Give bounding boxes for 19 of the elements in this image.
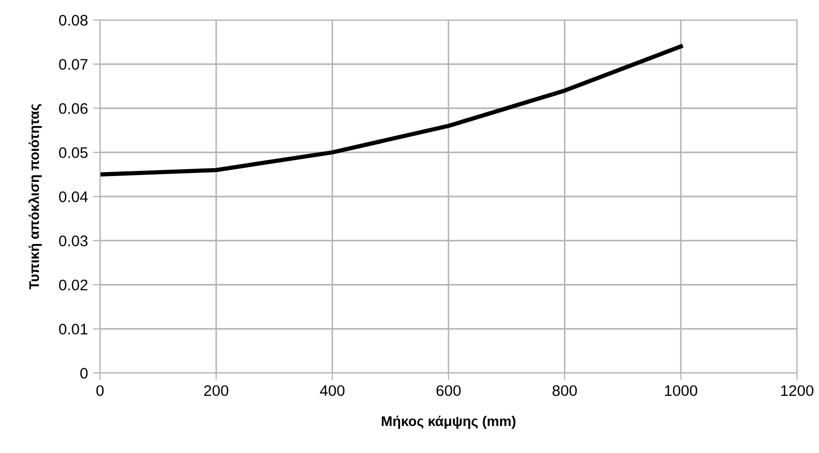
y-tick-label: 0.07: [59, 58, 88, 70]
y-tick-label: 0.08: [59, 14, 88, 26]
y-tick-label: 0.05: [59, 147, 88, 158]
x-axis-title: Μήκος κάμψης (mm): [382, 416, 516, 429]
x-tick-label: 0: [96, 385, 104, 396]
y-tick-label: 0.01: [59, 324, 88, 335]
x-tick-label: 400: [320, 385, 344, 396]
y-tick-label: 0.02: [59, 280, 88, 290]
x-tick-label: 200: [204, 385, 228, 396]
y-tick-label: 0.06: [59, 103, 88, 114]
x-tick-label: 1000: [665, 385, 698, 396]
y-tick-label: 0.03: [59, 235, 88, 246]
line-series: [100, 44, 683, 177]
x-tick-label: 1200: [781, 385, 814, 396]
y-tick-label: 0.04: [59, 191, 88, 202]
y-axis-title: Τυπική απόκλιση ποιότητας: [28, 104, 42, 290]
y-tick-label: 0: [80, 368, 88, 379]
x-tick-label: 800: [552, 385, 577, 396]
x-tick-label: 600: [436, 385, 461, 396]
